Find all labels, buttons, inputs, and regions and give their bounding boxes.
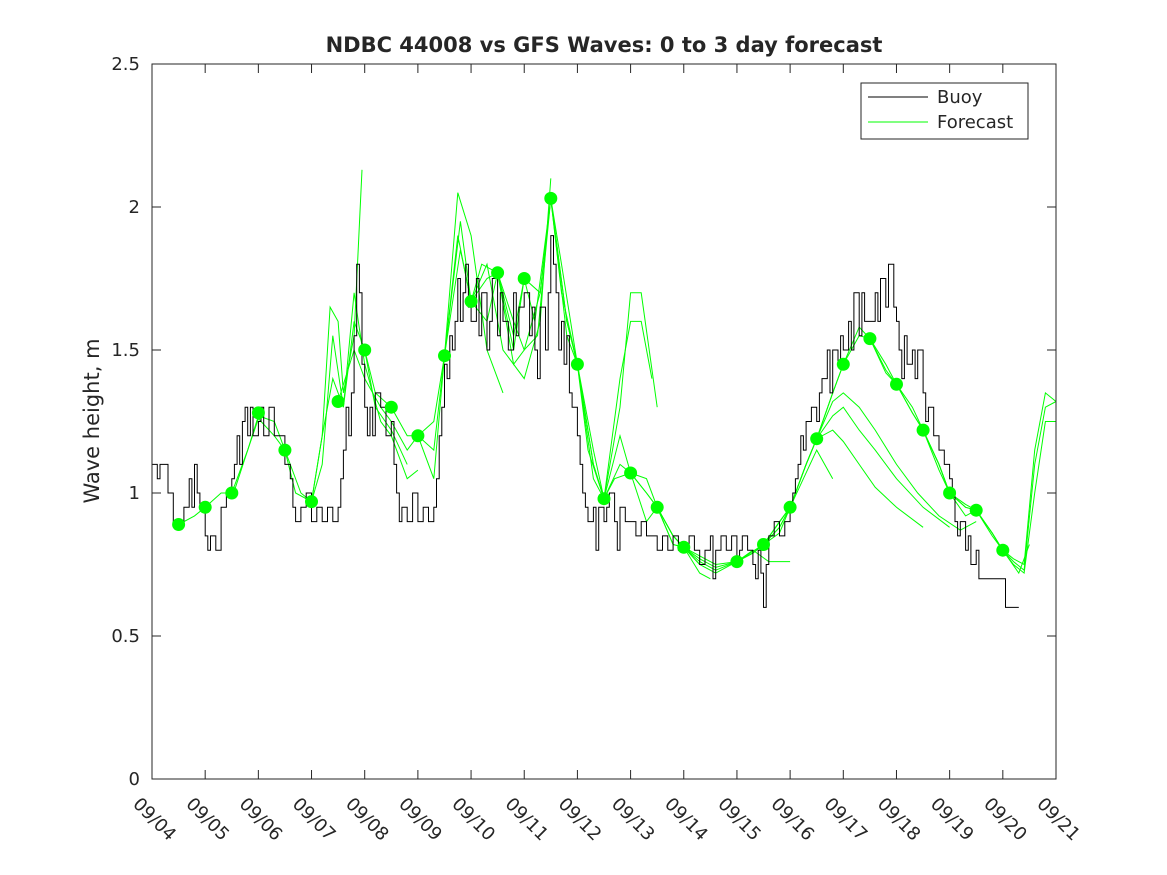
forecast-marker-12	[491, 266, 505, 280]
forecast-marker-10	[438, 349, 451, 363]
x-tick-label-8: 09/12	[554, 794, 606, 846]
x-tick-label-0: 09/04	[128, 794, 180, 846]
forecast-marker-5	[305, 495, 318, 509]
y-tick-label-0: 0	[129, 769, 140, 790]
forecast-marker-27	[916, 423, 930, 437]
x-tick-label-11: 09/15	[713, 794, 765, 846]
forecast-marker-18	[650, 500, 664, 514]
series-layer	[152, 169, 1057, 608]
y-tick-label-4: 2	[129, 197, 140, 218]
forecast-marker-3	[251, 406, 265, 420]
x-tick-label-1: 09/05	[182, 794, 234, 846]
forecast-marker-26	[890, 377, 903, 391]
forecast-marker-9	[411, 429, 425, 443]
plot-background	[152, 64, 1056, 779]
forecast-marker-24	[836, 357, 850, 371]
forecast-run-line-20	[975, 391, 1057, 566]
forecast-run-line-13	[656, 429, 924, 571]
forecast-marker-6	[331, 395, 345, 408]
forecast-marker-7	[358, 343, 372, 357]
forecast-marker-2	[225, 486, 239, 500]
forecast-marker-20	[730, 555, 744, 569]
forecast-marker-4	[278, 443, 292, 457]
x-tick-label-5: 09/09	[394, 794, 446, 846]
legend-forecast-label: Forecast	[937, 112, 1013, 133]
forecast-marker-14	[544, 191, 558, 205]
x-tick-label-4: 09/08	[341, 794, 393, 846]
forecast-run-line-2	[311, 292, 419, 502]
x-tick-label-7: 09/11	[501, 794, 553, 846]
x-tick-label-13: 09/17	[820, 794, 872, 846]
chart-title: NDBC 44008 vs GFS Waves: 0 to 3 day fore…	[326, 33, 883, 57]
x-tick-label-14: 09/18	[873, 794, 925, 846]
plot-frame	[151, 63, 1057, 780]
y-tick-label-1: 0.5	[111, 626, 140, 647]
forecast-marker-15	[570, 357, 584, 371]
x-tick-label-3: 09/07	[288, 794, 340, 846]
forecast-marker-23	[810, 432, 824, 446]
forecast-marker-17	[624, 466, 638, 480]
forecast-marker-0	[172, 518, 186, 531]
x-tick-label-9: 09/13	[607, 794, 659, 846]
legend-buoy-label: Buoy	[937, 87, 983, 108]
y-tick-label-5: 2.5	[111, 54, 140, 75]
x-tick-label-16: 09/20	[979, 794, 1031, 846]
x-tick-label-12: 09/16	[767, 794, 819, 846]
x-tick-label-15: 09/19	[926, 794, 978, 846]
forecast-marker-11	[464, 294, 478, 308]
forecast-marker-28	[943, 486, 957, 500]
x-tick-label-17: 09/21	[1032, 794, 1084, 846]
forecast-marker-29	[969, 503, 983, 517]
x-tick-label-10: 09/14	[660, 794, 712, 846]
y-axis-label: Wave height, m	[80, 338, 104, 503]
forecast-marker-19	[677, 540, 691, 554]
x-tick-label-6: 09/10	[448, 794, 500, 846]
forecast-marker-1	[198, 500, 212, 514]
forecast-marker-16	[597, 492, 611, 506]
forecast-marker-25	[863, 332, 877, 346]
forecast-marker-8	[384, 400, 398, 414]
forecast-marker-21	[757, 538, 770, 551]
plot-area	[151, 63, 1057, 780]
forecast-marker-13	[517, 272, 531, 285]
legend-box	[860, 82, 1029, 140]
y-tick-label-3: 1.5	[111, 340, 140, 361]
x-tick-label-2: 09/06	[235, 794, 287, 846]
y-tick-label-2: 1	[129, 483, 140, 504]
forecast-marker-30	[996, 543, 1010, 557]
forecast-marker-22	[783, 500, 797, 514]
legend: Buoy Forecast	[860, 82, 1029, 140]
buoy-line	[152, 235, 1019, 608]
